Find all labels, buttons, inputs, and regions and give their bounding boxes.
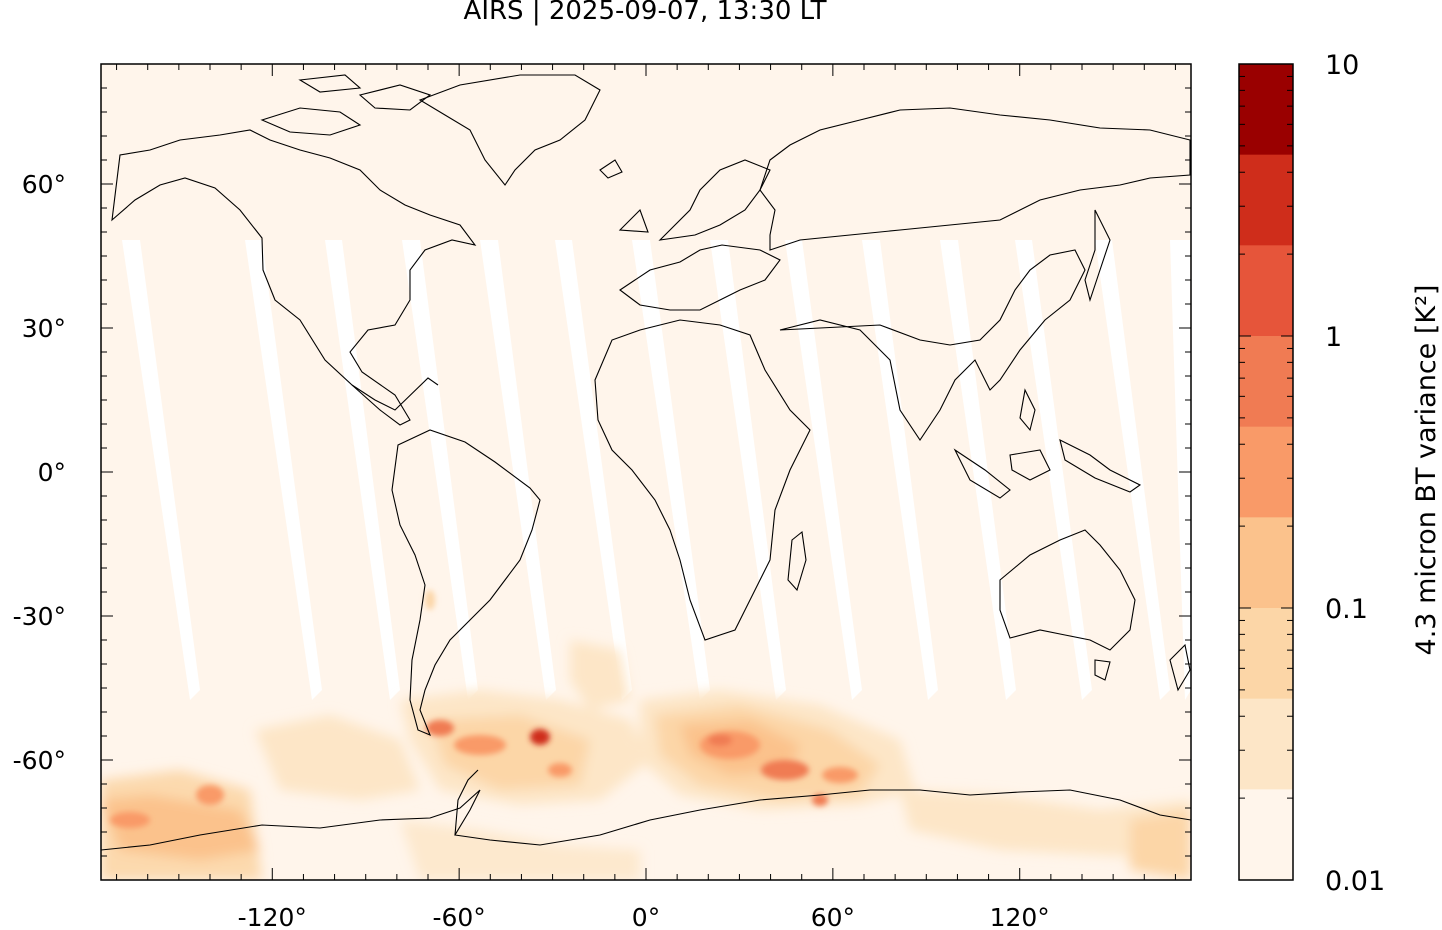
colorbar-segment	[1239, 336, 1293, 428]
colorbar-segment	[1239, 517, 1293, 609]
y-tick-label: 0°	[38, 458, 66, 487]
colorbar-segment	[1239, 698, 1293, 790]
variance-field	[101, 590, 1191, 880]
x-tick-label: 60°	[811, 903, 855, 930]
colorbar-segment	[1239, 154, 1293, 246]
colorbar-segment	[1239, 245, 1293, 337]
colorbar-tick-label: 1	[1325, 322, 1342, 353]
colorbar-segment	[1239, 426, 1293, 518]
colorbar-tick-label: 0.01	[1325, 866, 1385, 897]
coastlines	[101, 74, 1191, 851]
coastline-south-america	[391, 429, 541, 737]
coastline-africa	[594, 319, 811, 641]
coastline-europe	[619, 244, 781, 311]
coastline-australia	[999, 529, 1136, 651]
y-tick-label: 60°	[22, 170, 66, 199]
x-tick-label: -60°	[432, 903, 485, 930]
x-tick-label: 120°	[990, 903, 1050, 930]
y-tick-label: -30°	[13, 602, 66, 631]
colorbar-segment	[1239, 608, 1293, 700]
x-tick-label: 0°	[632, 903, 660, 930]
colorbar: 10 1 0.1 0.01	[1238, 50, 1385, 897]
y-axis: 60° 30° 0° -30° -60°	[13, 87, 1191, 857]
coastline-asia	[759, 107, 1191, 251]
x-tick-label: -120°	[238, 903, 307, 930]
colorbar-label: 4.3 micron BT variance [K²]	[1411, 285, 1442, 656]
coastline-antarctica	[101, 789, 1191, 851]
colorbar-frame	[1238, 63, 1294, 881]
swath-gaps	[122, 240, 1191, 700]
y-tick-label: -60°	[13, 746, 66, 775]
colorbar-segment	[1239, 789, 1293, 881]
coastline-north-america	[111, 129, 477, 426]
map-title: AIRS | 2025-09-07, 13:30 LT	[463, 0, 827, 26]
x-axis: -120° -60° 0° 60° 120°	[116, 64, 1176, 930]
colorbar-segment	[1239, 64, 1293, 156]
colorbar-tick-label: 0.1	[1325, 594, 1368, 625]
coastline-greenland	[418, 74, 601, 186]
colorbar-tick-label: 10	[1325, 50, 1359, 81]
y-tick-label: 30°	[22, 314, 66, 343]
